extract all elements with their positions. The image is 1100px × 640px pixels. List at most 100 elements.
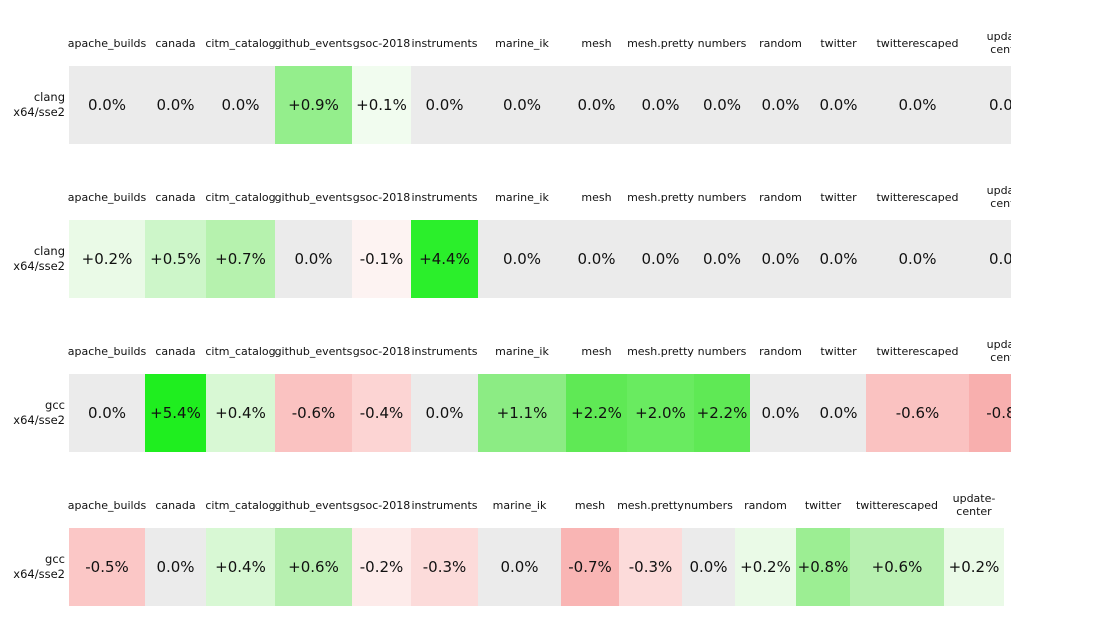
cell-value: 0.0% bbox=[988, 96, 1011, 114]
heatmap-cell: 0.0% bbox=[811, 374, 866, 452]
cell-value: 0.0% bbox=[761, 96, 800, 114]
column-header-label: twitter bbox=[820, 344, 857, 358]
row-label-compiler: clang bbox=[33, 244, 65, 259]
heatmap-cell: 0.0% bbox=[866, 66, 969, 144]
column-header-label: gsoc-2018 bbox=[352, 36, 411, 50]
column-header: canada bbox=[145, 345, 206, 358]
column-header: update-center bbox=[969, 30, 1011, 56]
column-header-label: marine_ik bbox=[495, 36, 549, 50]
heatmap-cell: 0.0% bbox=[866, 220, 969, 298]
cell-value: +4.4% bbox=[419, 250, 470, 268]
cell-value: +2.2% bbox=[696, 404, 748, 422]
heatmap-cell: +0.1% bbox=[352, 66, 411, 144]
cell-value: 0.0% bbox=[502, 250, 542, 268]
heatmap-cell: +0.4% bbox=[206, 528, 275, 606]
column-header-label: marine_ik bbox=[495, 344, 549, 358]
column-header: github_events bbox=[275, 345, 353, 358]
heatmap-cell: 0.0% bbox=[694, 220, 750, 298]
cell-value: 0.0% bbox=[761, 250, 800, 268]
column-header-label: random bbox=[759, 36, 802, 50]
column-header-label: instruments bbox=[411, 190, 478, 204]
heatmap-cell: -0.7% bbox=[561, 528, 619, 606]
heatmap-cell: +2.0% bbox=[627, 374, 694, 452]
cell-value: 0.0% bbox=[500, 558, 539, 576]
cell-value: +2.2% bbox=[571, 404, 622, 422]
cell-value: +0.6% bbox=[288, 558, 339, 576]
column-header-label: twitterescaped bbox=[876, 190, 959, 204]
row-label: gcc x64/sse2 bbox=[0, 528, 69, 606]
column-header-label: mesh.pretty bbox=[627, 190, 694, 204]
heatmap-cell: 0.0% bbox=[566, 66, 627, 144]
cell-value: 0.0% bbox=[641, 250, 680, 268]
heatmap-row: clang x64/sse2 +0.2% +0.5% +0.7% 0.0% -0.1% +4.… bbox=[0, 220, 1011, 298]
cell-value: 0.0% bbox=[577, 250, 616, 268]
column-header: apache_builds bbox=[67, 498, 147, 512]
cell-value: -0.2% bbox=[359, 558, 404, 576]
cell-value: 0.0% bbox=[761, 404, 800, 422]
heatmap-cell: 0.0% bbox=[411, 66, 478, 144]
heatmap-cell: +0.5% bbox=[145, 220, 206, 298]
column-header: canada bbox=[145, 499, 206, 512]
column-header: marine_ik bbox=[478, 191, 566, 204]
column-header-label: mesh.pretty bbox=[627, 344, 694, 358]
cell-value: 0.0% bbox=[689, 558, 728, 576]
cell-value: +0.1% bbox=[356, 96, 407, 114]
column-header-label: citm_catalog bbox=[205, 498, 276, 512]
column-header-label: apache_builds bbox=[67, 498, 147, 512]
row-label-compiler: clang bbox=[33, 90, 65, 105]
heatmap-row: clang x64/sse2 0.0% 0.0% 0.0% +0.9% +0.1% 0.0% 0… bbox=[0, 66, 1011, 144]
column-header: marine_ik bbox=[478, 37, 566, 50]
column-header: citm_catalog bbox=[205, 498, 276, 512]
column-header: mesh.pretty bbox=[627, 191, 694, 204]
heatmap-cell: +0.9% bbox=[275, 66, 352, 144]
heatmap-cell: 0.0% bbox=[69, 374, 145, 452]
column-header-label: citm_catalog bbox=[205, 344, 276, 358]
column-header-label: github_events bbox=[274, 498, 353, 512]
cell-value: 0.0% bbox=[156, 96, 195, 114]
column-header: instruments bbox=[411, 499, 478, 512]
heatmap-cell: -0.1% bbox=[352, 220, 411, 298]
column-header-label: apache_builds bbox=[67, 344, 147, 358]
cell-value: +0.4% bbox=[215, 558, 266, 576]
column-header-label: instruments bbox=[411, 344, 478, 358]
column-header: random bbox=[735, 499, 796, 512]
column-header: github_events bbox=[275, 37, 353, 50]
column-header-label: canada bbox=[155, 498, 196, 512]
heatmap-cell: 0.0% bbox=[145, 66, 206, 144]
cell-value: 0.0% bbox=[819, 404, 858, 422]
column-header-label: mesh.pretty bbox=[617, 498, 684, 512]
heatmap-cell: +0.2% bbox=[735, 528, 796, 606]
column-header: mesh.pretty bbox=[627, 345, 694, 358]
column-header: numbers bbox=[694, 37, 750, 50]
column-header-label: twitter bbox=[820, 36, 857, 50]
heatmap-cell: +0.8% bbox=[796, 528, 850, 606]
heatmap-cell: -0.3% bbox=[619, 528, 682, 606]
heatmap-cell: 0.0% bbox=[478, 66, 566, 144]
cell-value: 0.0% bbox=[87, 404, 127, 422]
heatmap-cell: 0.0% bbox=[694, 66, 750, 144]
heatmap-cell: 0.0% bbox=[750, 220, 811, 298]
column-header-label: mesh bbox=[574, 498, 606, 512]
heatmap-cell: 0.0% bbox=[478, 220, 566, 298]
cell-value: +0.6% bbox=[871, 558, 923, 576]
cell-value: -0.6% bbox=[895, 404, 940, 422]
cell-value: 0.0% bbox=[221, 96, 260, 114]
heatmap-cell: +0.2% bbox=[944, 528, 1004, 606]
row-label-arch: x64/sse2 bbox=[13, 413, 65, 427]
heatmap-cell: -0.3% bbox=[411, 528, 478, 606]
column-header-label: canada bbox=[155, 190, 196, 204]
column-header-row: apache_builds canada citm_catalog github_ev… bbox=[0, 482, 1011, 528]
column-header: instruments bbox=[411, 37, 478, 50]
column-header: twitterescaped bbox=[866, 37, 969, 50]
cell-value: 0.0% bbox=[425, 96, 464, 114]
cell-value: 0.0% bbox=[294, 250, 333, 268]
cell-value: +2.0% bbox=[635, 404, 686, 422]
heatmap-cell: 0.0% bbox=[478, 528, 561, 606]
column-header-label: update-center bbox=[952, 491, 996, 518]
row-label: gcc x64/sse2 bbox=[0, 374, 69, 452]
cell-value: 0.0% bbox=[898, 250, 937, 268]
column-header-row: apache_builds canada citm_catalog github_ev… bbox=[0, 174, 1011, 220]
column-header-label: mesh bbox=[581, 190, 612, 204]
column-header: twitterescaped bbox=[866, 345, 969, 358]
column-header-label: mesh bbox=[581, 344, 612, 358]
